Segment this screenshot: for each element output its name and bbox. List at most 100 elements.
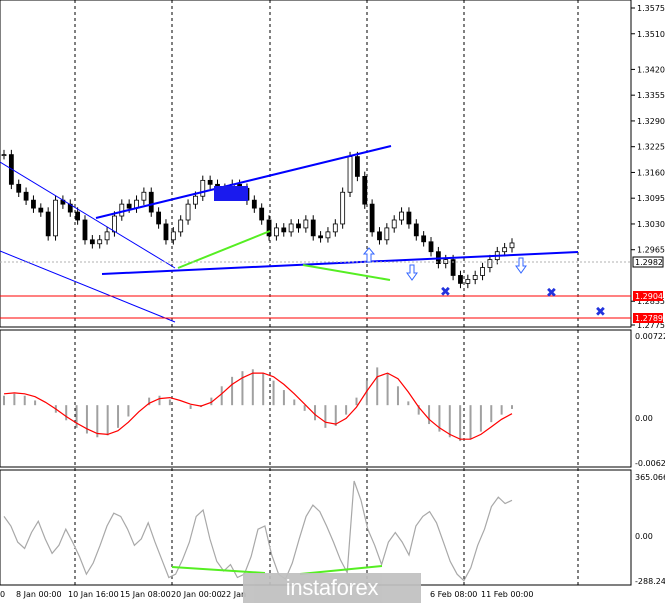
price-tick-label: 1.3030 <box>637 220 665 229</box>
arrow-up-icon <box>362 247 376 263</box>
candle-body <box>185 203 191 221</box>
candle-body <box>318 235 323 239</box>
cross-icon: ✖ <box>595 305 606 320</box>
cci-panel <box>0 469 632 586</box>
candle-body <box>458 275 463 284</box>
candle-body <box>156 211 162 225</box>
candle-body <box>178 219 184 233</box>
time-label: 8 Jan 00:00 <box>16 590 62 599</box>
time-label: 20 Jan 00:00 <box>171 590 222 599</box>
trend-line-upper <box>95 145 392 219</box>
candle-body <box>170 231 176 241</box>
time-axis: 0 8 Jan 00:00 10 Jan 16:00 15 Jan 08:00 20 J… <box>0 590 533 599</box>
candle-body <box>38 207 44 213</box>
arrow-down-icon <box>406 264 418 281</box>
candle-body <box>200 179 206 197</box>
candle-body <box>288 223 294 233</box>
candle-body <box>259 207 265 221</box>
macd-tick-top: 0.00722 <box>635 332 665 341</box>
cci-line <box>3 480 513 582</box>
divergence-line-2 <box>302 264 391 281</box>
macd-tick-zero: 0.00 <box>635 414 653 423</box>
cci-tick-top: 365.0666 <box>635 473 665 482</box>
cci-tick-bottom: -288.242 <box>635 577 665 586</box>
candle-body <box>406 211 412 225</box>
candle-body <box>207 179 213 185</box>
candle-body <box>296 223 301 229</box>
price-axis: 1.3575 1.3510 1.3420 1.3355 1.3290 1.3225 1.31… <box>631 4 665 330</box>
candle-body <box>281 227 287 233</box>
candle-body <box>104 231 110 241</box>
candle-body <box>340 191 346 225</box>
candle-body <box>82 219 88 241</box>
candle-body <box>148 191 154 213</box>
cci-divergence-line-1 <box>171 566 266 574</box>
candle-body <box>509 242 515 249</box>
candle-body <box>377 231 382 241</box>
price-tick-label: 1.3510 <box>637 30 665 39</box>
cci-axis: 365.0666 0.00 -288.242 <box>635 473 665 586</box>
price-series <box>1 149 515 289</box>
price-tick-label: 1.2965 <box>637 246 665 255</box>
candle-body <box>8 154 14 185</box>
candle-body <box>141 191 147 201</box>
trend-line-lower <box>101 251 579 275</box>
candle-body <box>303 219 309 229</box>
candle-body <box>369 203 375 233</box>
candle-body <box>332 223 338 233</box>
candle-body <box>126 203 132 209</box>
candle-body <box>384 227 390 241</box>
price-tick-label: 1.3355 <box>637 91 665 100</box>
candle-body <box>31 199 36 209</box>
candle-body <box>16 183 22 193</box>
time-label: 15 Jan 08:00 <box>120 590 171 599</box>
candle-body <box>251 199 257 209</box>
candle-body <box>354 156 360 177</box>
macd-series <box>3 367 513 442</box>
candle-body <box>362 176 368 205</box>
candle-body <box>480 267 485 276</box>
price-tick-label: 1.2835 <box>637 297 665 306</box>
candle-body <box>274 227 279 237</box>
candle-body <box>421 235 427 243</box>
price-tick-label: 1.3290 <box>637 117 665 126</box>
price-label-current: 1.2982 <box>632 256 664 268</box>
price-label-current-text: 1.2982 <box>635 258 663 267</box>
price-tick-label: 1.3225 <box>637 143 665 152</box>
candle-body <box>399 211 404 221</box>
price-tick-label: 1.3575 <box>637 4 665 13</box>
channel-line-upper <box>0 161 176 269</box>
candle-body <box>310 219 316 237</box>
time-label: 11 Feb 00:00 <box>481 590 533 599</box>
highlight-box <box>214 186 248 201</box>
candle-body <box>487 259 493 268</box>
price-label-level-2-text: 1.2789 <box>635 314 663 323</box>
price-label-level-1: 1.2904 <box>633 291 663 301</box>
cci-divergence-line-2 <box>299 565 383 575</box>
candle-body <box>53 199 58 237</box>
time-label: 10 Jan 16:00 <box>68 590 119 599</box>
cci-tick-zero: 0.00 <box>635 532 653 541</box>
price-label-level-2: 1.2789 <box>633 313 663 323</box>
cross-icon: ✖ <box>546 286 557 301</box>
price-tick-label: 1.2775 <box>637 321 665 330</box>
macd-panel <box>0 329 632 468</box>
candle-body <box>89 239 95 245</box>
candle-body <box>1 154 7 157</box>
price-annotations: ✖ ✖ ✖ <box>0 145 631 323</box>
watermark-text: instaforex <box>285 575 379 600</box>
cross-icon: ✖ <box>440 285 451 300</box>
cci-series <box>3 480 513 582</box>
candle-body <box>502 247 508 253</box>
time-label: 6 Feb 08:00 <box>430 590 477 599</box>
vertical-grid <box>74 0 579 585</box>
candle-body <box>413 223 419 237</box>
price-tick-label: 1.3420 <box>637 65 665 74</box>
channel-line-lower <box>0 250 176 323</box>
candle-body <box>112 215 117 233</box>
candle-body <box>428 241 434 253</box>
candle-body <box>45 211 51 237</box>
price-label-level-1-text: 1.2904 <box>635 292 663 301</box>
